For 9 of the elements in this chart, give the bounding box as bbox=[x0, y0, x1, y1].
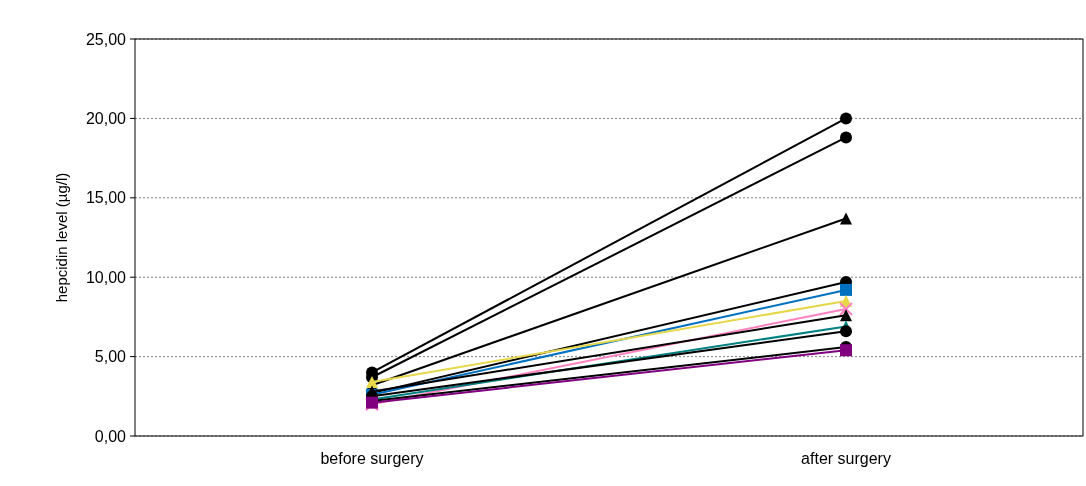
x-tick-label: before surgery bbox=[320, 450, 424, 467]
y-axis-title: hepcidin level (µg/l) bbox=[53, 172, 70, 303]
x-tick-label: after surgery bbox=[801, 450, 891, 467]
y-tick-label: 25,00 bbox=[85, 30, 127, 48]
y-tick-label: 0,00 bbox=[94, 427, 127, 445]
y-tick-label: 10,00 bbox=[85, 268, 127, 286]
y-tick-label: 5,00 bbox=[94, 348, 127, 366]
y-tick-label: 20,00 bbox=[85, 110, 127, 127]
y-tick-label: 15,00 bbox=[85, 189, 127, 207]
